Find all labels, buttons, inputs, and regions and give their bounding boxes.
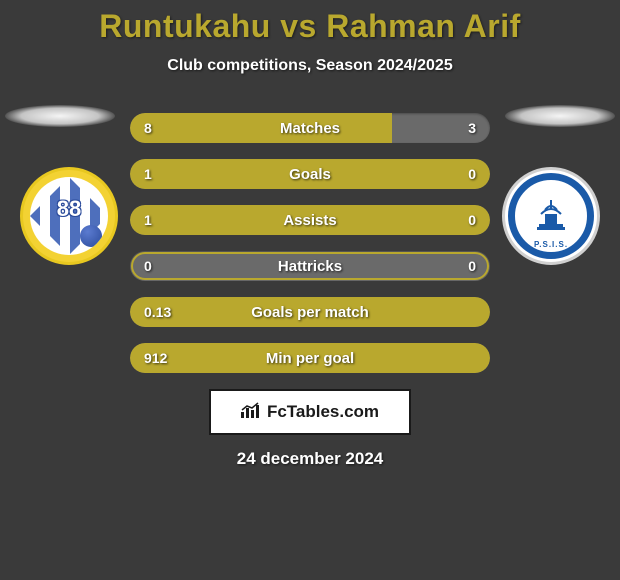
date-label: 24 december 2024 bbox=[0, 449, 620, 469]
page-title: Runtukahu vs Rahman Arif bbox=[0, 8, 620, 45]
stat-value-right: 3 bbox=[468, 113, 476, 143]
club-badge-right-inner bbox=[520, 185, 582, 247]
club-badge-right-ring: P.S.I.S. bbox=[508, 173, 594, 259]
main-area: 88 P.S.I.S. 83Matches 10Goals 10Assists bbox=[0, 95, 620, 373]
bar-fill bbox=[130, 159, 490, 189]
player-shadow-right bbox=[505, 105, 615, 127]
bar-fill bbox=[130, 343, 490, 373]
club-badge-right: P.S.I.S. bbox=[502, 167, 600, 265]
brand-text: FcTables.com bbox=[267, 402, 379, 422]
stat-value-right: 0 bbox=[468, 251, 476, 281]
subtitle: Club competitions, Season 2024/2025 bbox=[0, 57, 620, 75]
chart-icon bbox=[241, 402, 261, 422]
soccer-ball-icon bbox=[80, 225, 102, 247]
stat-row: 0 0Hattricks bbox=[130, 251, 490, 281]
club-badge-left-number: 88 bbox=[57, 196, 81, 222]
stat-row: 0.13Goals per match bbox=[130, 297, 490, 327]
club-badge-right-label: P.S.I.S. bbox=[534, 240, 568, 249]
bar-fill bbox=[130, 113, 392, 143]
stats-bars: 83Matches 10Goals 10Assists 0 0Hattricks 0.13… bbox=[130, 95, 490, 373]
club-badge-left-inner: 88 bbox=[30, 177, 108, 255]
club-badge-left: 88 bbox=[20, 167, 118, 265]
player-shadow-left bbox=[5, 105, 115, 127]
bar-fill bbox=[130, 205, 490, 235]
stat-row: 10Goals bbox=[130, 159, 490, 189]
monument-icon bbox=[531, 196, 571, 236]
bar-border bbox=[131, 252, 489, 280]
bar-fill bbox=[130, 297, 490, 327]
stat-row: 10Assists bbox=[130, 205, 490, 235]
infographic-container: Runtukahu vs Rahman Arif Club competitio… bbox=[0, 0, 620, 469]
stat-row: 83Matches bbox=[130, 113, 490, 143]
stat-label: Hattricks bbox=[130, 251, 490, 281]
stat-row: 912Min per goal bbox=[130, 343, 490, 373]
brand-box: FcTables.com bbox=[209, 389, 411, 435]
stat-value-left: 0 bbox=[144, 251, 152, 281]
